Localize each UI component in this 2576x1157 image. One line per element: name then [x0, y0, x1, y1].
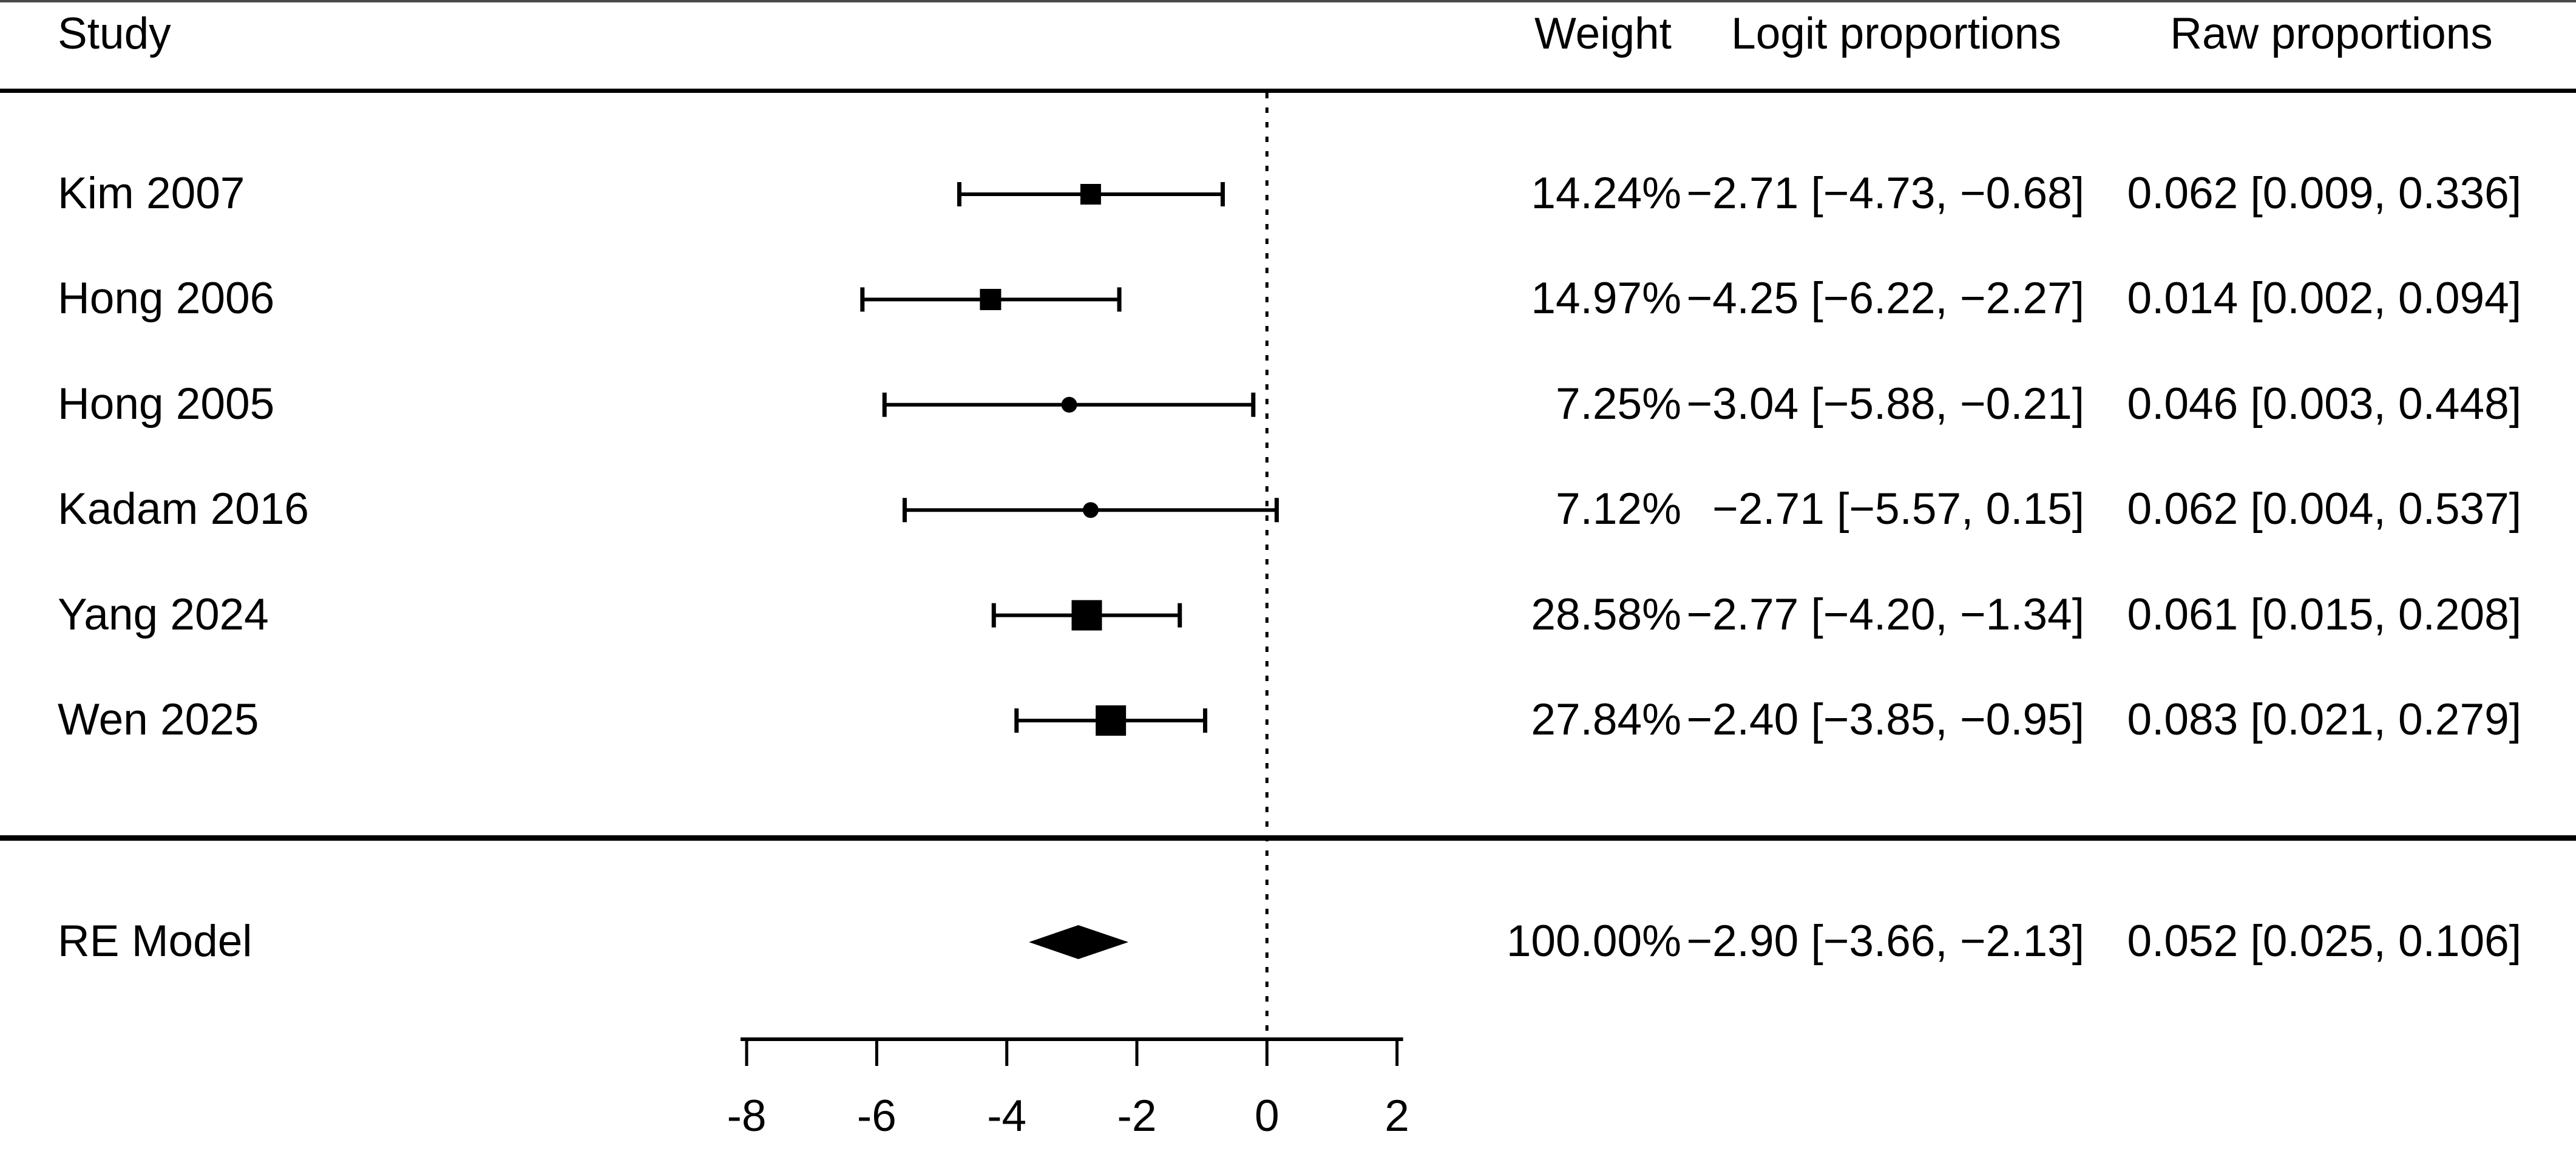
study-point-marker: [1061, 396, 1077, 413]
study-label-row: Hong 2006: [58, 274, 275, 324]
raw-proportion-value-row: 0.046 [0.003, 0.448]: [2127, 379, 2521, 429]
logit-proportion-value-row: −2.71 [−4.73, −0.68]: [1686, 169, 2084, 219]
raw-proportion-value-row: 0.061 [0.015, 0.208]: [2127, 589, 2521, 639]
weight-value-row: 28.58%: [1531, 589, 1681, 639]
raw-proportion-value-row: 0.014 [0.002, 0.094]: [2127, 274, 2521, 324]
study-point-marker: [1080, 184, 1101, 205]
x-axis-tick-label: 2: [1385, 1091, 1409, 1141]
logit-proportion-value-row: −2.77 [−4.20, −1.34]: [1686, 589, 2084, 639]
study-label-row: Kadam 2016: [58, 484, 309, 534]
raw-proportion-value-row: 0.062 [0.004, 0.537]: [2127, 484, 2521, 534]
column-header-weight: Weight: [1534, 9, 1672, 59]
x-axis-tick-label: -4: [987, 1091, 1027, 1141]
study-label-summary: RE Model: [58, 917, 253, 966]
logit-proportion-value-row: −2.40 [−3.85, −0.95]: [1686, 695, 2084, 745]
study-label-row: Wen 2025: [58, 695, 259, 745]
summary-diamond: [1029, 925, 1129, 959]
weight-value-row: 14.24%: [1531, 169, 1681, 219]
study-point-marker: [1082, 502, 1099, 518]
raw-proportion-value-row: 0.083 [0.021, 0.279]: [2127, 695, 2521, 745]
logit-proportion-value-row: −4.25 [−6.22, −2.27]: [1686, 274, 2084, 324]
column-header-logit-proportions: Logit proportions: [1731, 9, 2061, 59]
column-header-raw-proportions: Raw proportions: [2170, 9, 2493, 59]
weight-value-row: 7.25%: [1556, 379, 1681, 429]
x-axis-tick-label: -2: [1117, 1091, 1157, 1141]
logit-proportion-value-row: −3.04 [−5.88, −0.21]: [1686, 379, 2084, 429]
weight-value-row: 27.84%: [1531, 695, 1681, 745]
logit-proportion-value-summary: −2.90 [−3.66, −2.13]: [1686, 917, 2084, 966]
study-point-marker: [980, 288, 1002, 310]
column-header-study: Study: [58, 9, 171, 59]
x-axis-tick-label: -6: [856, 1091, 897, 1141]
header-divider-line: [0, 89, 2576, 93]
study-point-marker: [1096, 705, 1127, 736]
weight-value-row: 7.12%: [1556, 484, 1681, 534]
top-edge-line: [0, 0, 2576, 2]
summary-divider-line: [0, 835, 2576, 841]
weight-value-row: 14.97%: [1531, 274, 1681, 324]
x-axis-tick-label: 0: [1254, 1091, 1280, 1141]
weight-value-summary: 100.00%: [1506, 917, 1681, 966]
logit-proportion-value-row: −2.71 [−5.57, 0.15]: [1712, 484, 2084, 534]
study-label-row: Hong 2005: [58, 379, 275, 429]
study-label-row: Yang 2024: [58, 589, 269, 639]
raw-proportion-value-summary: 0.052 [0.025, 0.106]: [2127, 917, 2521, 966]
x-axis-tick-label: -8: [727, 1091, 767, 1141]
study-point-marker: [1071, 600, 1102, 631]
study-label-row: Kim 2007: [58, 169, 245, 219]
raw-proportion-value-row: 0.062 [0.009, 0.336]: [2127, 169, 2521, 219]
